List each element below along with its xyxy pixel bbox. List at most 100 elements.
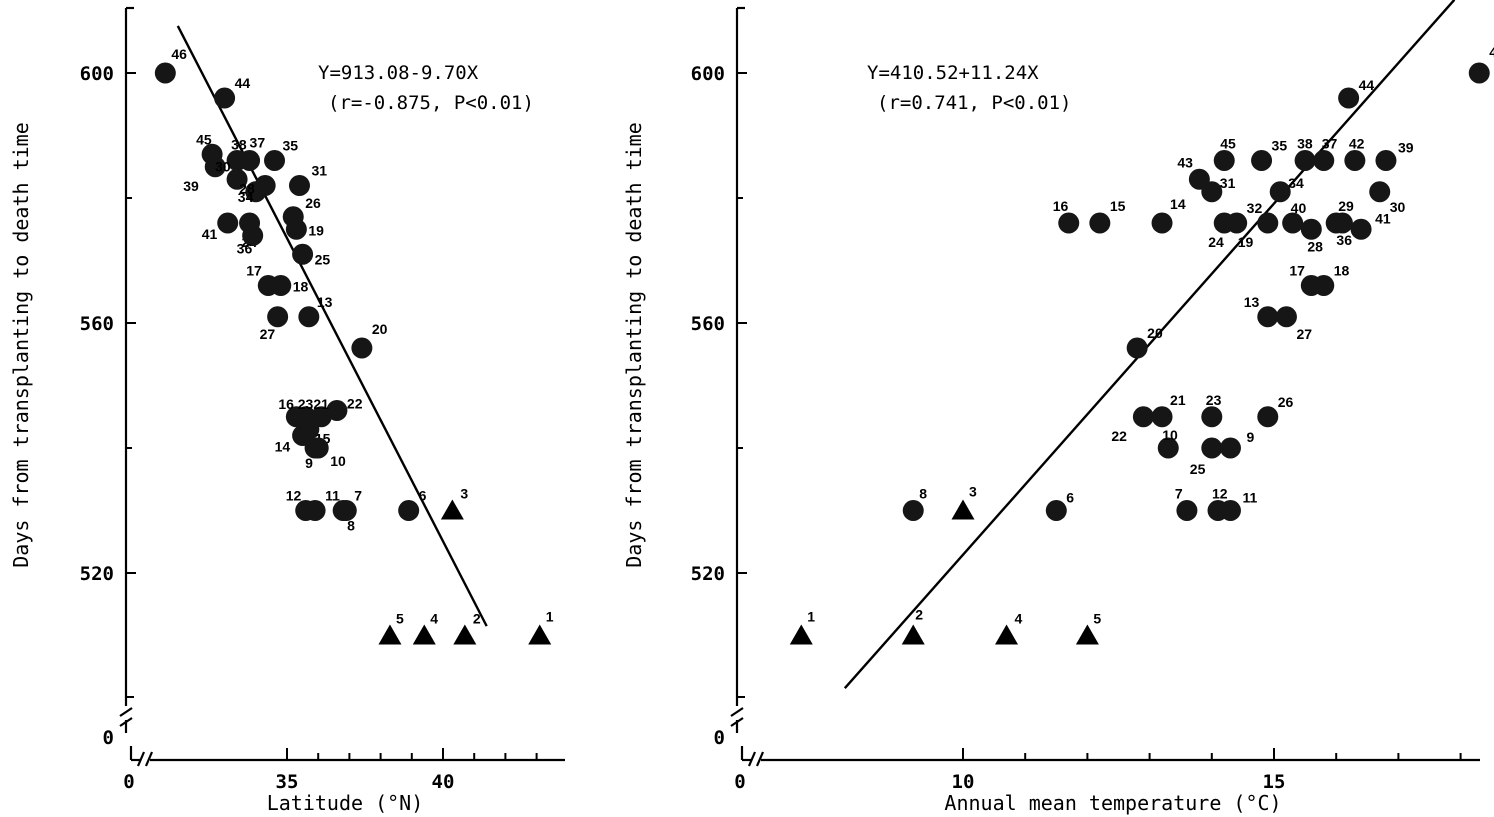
- point-label: 18: [1334, 263, 1350, 279]
- point-label: 37: [1322, 136, 1338, 152]
- data-point: [1045, 500, 1067, 521]
- point-label: 8: [347, 518, 355, 534]
- point-label: 29: [1338, 198, 1354, 214]
- data-point: [154, 62, 176, 84]
- y-tick-label: 600: [80, 63, 114, 85]
- regression-annotation: (r=0.741, P<0.01): [877, 92, 1071, 114]
- data-point: [1375, 150, 1397, 171]
- point-label: 6: [419, 488, 427, 504]
- point-label: 26: [1278, 394, 1294, 410]
- point-label: 31: [311, 163, 327, 179]
- data-point: [1257, 306, 1279, 328]
- data-point-triangle: [901, 624, 925, 645]
- point-label: 28: [1307, 238, 1323, 254]
- point-label: 13: [1244, 294, 1260, 310]
- point-label: 30: [1390, 199, 1406, 215]
- data-point-triangle: [440, 499, 464, 520]
- point-label: 4: [1015, 611, 1023, 627]
- y-tick-label: 0: [103, 727, 114, 749]
- point-label: 16: [1053, 198, 1069, 214]
- point-label: 13: [317, 294, 333, 310]
- data-point: [1201, 181, 1223, 203]
- point-label: 35: [1272, 138, 1288, 154]
- data-point: [1344, 150, 1366, 171]
- data-point-triangle: [789, 624, 813, 645]
- point-label: 1: [546, 609, 554, 625]
- regression-annotation: Y=913.08-9.70X: [318, 62, 479, 84]
- point-label: 40: [1291, 200, 1307, 216]
- x-axis-label: Latitude (°N): [267, 791, 424, 815]
- data-point: [1350, 218, 1372, 240]
- point-label: 20: [1147, 325, 1163, 341]
- regression-line: [843, 0, 1456, 690]
- point-label: 17: [246, 263, 262, 279]
- point-label: 22: [1111, 428, 1127, 444]
- data-point: [1269, 181, 1291, 203]
- x-axis-break: [747, 751, 765, 767]
- point-label: 39: [183, 178, 199, 194]
- data-point-triangle: [412, 624, 436, 645]
- data-point: [1331, 212, 1353, 234]
- data-point: [351, 337, 373, 359]
- point-label: 45: [196, 131, 212, 147]
- regression-annotation: (r=-0.875, P<0.01): [328, 92, 534, 114]
- data-point: [1251, 150, 1273, 171]
- data-point: [1257, 406, 1279, 428]
- data-point: [1468, 62, 1490, 84]
- point-label: 39: [1398, 140, 1414, 156]
- point-label: 32: [1247, 200, 1263, 216]
- point-label: 24: [1208, 234, 1224, 250]
- data-point: [217, 212, 239, 234]
- point-label: 35: [283, 138, 299, 154]
- point-label: 25: [1190, 461, 1206, 477]
- point-label: 9: [1246, 429, 1254, 445]
- point-label: 12: [1212, 486, 1228, 502]
- y-tick-label: 600: [691, 63, 725, 85]
- y-tick-label: 520: [80, 563, 114, 585]
- point-label: 43: [1177, 154, 1193, 170]
- point-label: 21: [313, 396, 329, 412]
- point-label: 14: [275, 439, 291, 455]
- data-point: [1219, 500, 1241, 521]
- point-label: 44: [1359, 77, 1375, 93]
- data-point: [1275, 306, 1297, 328]
- data-point: [1151, 406, 1173, 428]
- data-point: [1132, 406, 1154, 428]
- data-point: [1313, 275, 1335, 296]
- data-point: [1126, 337, 1148, 359]
- point-label: 11: [325, 488, 340, 504]
- data-point: [204, 156, 226, 178]
- data-point: [226, 168, 248, 190]
- data-point: [298, 306, 320, 328]
- data-point: [242, 225, 264, 246]
- point-label: 4: [430, 611, 438, 627]
- y-tick-label: 520: [691, 563, 725, 585]
- point-label: 16: [278, 396, 294, 412]
- regression-line: [176, 25, 488, 627]
- data-point: [1213, 150, 1235, 171]
- point-label: 42: [1349, 136, 1365, 152]
- data-point: [1201, 406, 1223, 428]
- data-point: [254, 175, 276, 196]
- data-point: [1089, 212, 1111, 234]
- point-label: 5: [396, 611, 404, 627]
- x-tick-label: 0: [123, 771, 134, 793]
- point-label: 37: [250, 135, 266, 151]
- point-label: 7: [1175, 486, 1183, 502]
- x-tick-label: 35: [276, 771, 299, 793]
- data-point-triangle: [951, 499, 975, 520]
- x-tick-label: 15: [1263, 771, 1286, 793]
- data-point: [1313, 150, 1335, 171]
- data-point: [1201, 437, 1223, 459]
- point-label: 26: [305, 195, 321, 211]
- point-label: 38: [231, 137, 247, 153]
- point-label: 21: [1170, 392, 1186, 408]
- data-point: [264, 150, 286, 171]
- data-point: [1157, 437, 1179, 459]
- point-label: 12: [286, 488, 302, 504]
- point-label: 31: [1220, 175, 1236, 191]
- x-tick-label: 10: [952, 771, 975, 793]
- point-label: 8: [919, 486, 927, 502]
